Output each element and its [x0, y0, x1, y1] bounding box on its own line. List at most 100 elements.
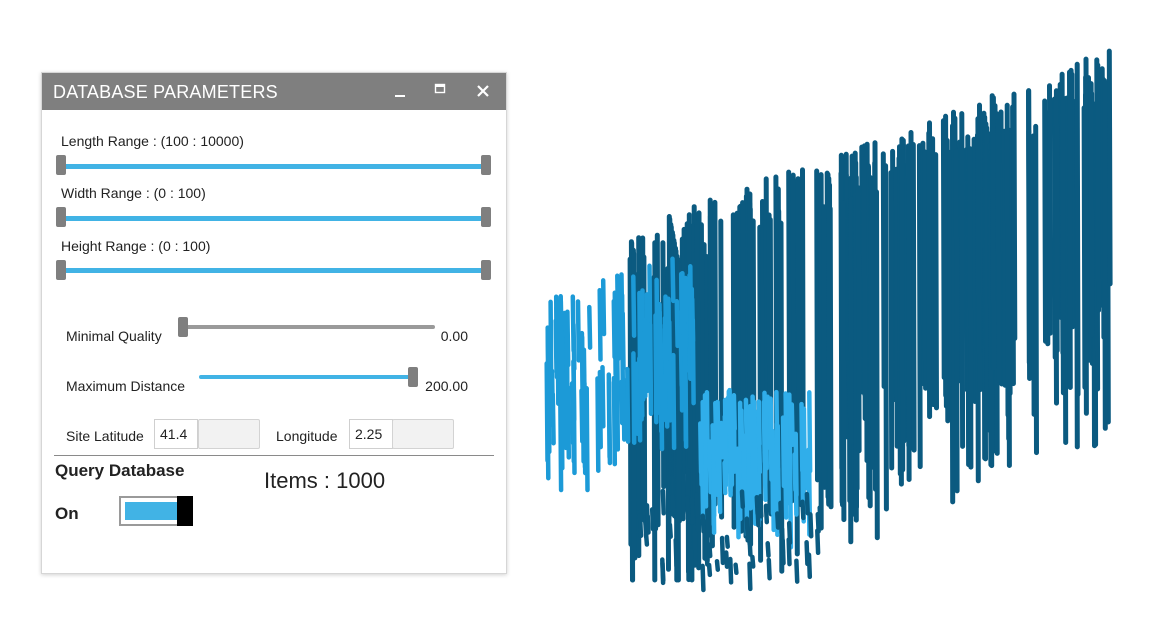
data-bar [990, 97, 997, 371]
data-bar [780, 415, 787, 489]
data-bar [674, 298, 680, 349]
length-range-track[interactable] [62, 164, 486, 169]
data-bar [595, 376, 601, 473]
data-bar [700, 563, 706, 593]
data-bar [706, 562, 713, 578]
data-bar [861, 156, 868, 398]
data-bar [663, 294, 669, 384]
data-bar [783, 391, 789, 444]
database-parameters-window: DATABASE PARAMETERS Length Range : (100 … [41, 72, 507, 574]
query-database-toggle[interactable] [119, 496, 193, 526]
data-bar [1044, 110, 1051, 347]
close-icon[interactable] [471, 79, 495, 103]
data-bar [747, 466, 753, 511]
width-range-track[interactable] [62, 216, 486, 221]
data-bar [843, 172, 850, 440]
3d-bar-visualization[interactable] [520, 20, 1160, 620]
data-bar [688, 264, 694, 349]
data-bar [905, 143, 912, 482]
data-bar [780, 538, 786, 566]
data-bar [953, 148, 960, 494]
data-bar [571, 359, 577, 422]
data-bar [922, 149, 929, 391]
data-bar [770, 451, 776, 533]
title-bar[interactable]: DATABASE PARAMETERS [42, 73, 506, 110]
minimize-icon[interactable] [388, 79, 412, 103]
data-bar [682, 329, 689, 443]
data-bar [565, 309, 571, 368]
minimal-quality-thumb[interactable] [178, 317, 188, 337]
height-range-track[interactable] [62, 268, 486, 273]
data-bar [575, 299, 582, 363]
data-bar [975, 116, 982, 355]
data-bar [807, 390, 813, 474]
data-bar [752, 441, 758, 492]
data-bar [855, 185, 862, 454]
minimal-quality-value: 0.00 [440, 328, 468, 344]
data-bar [853, 160, 859, 510]
data-bar [660, 561, 666, 583]
data-bar [959, 111, 966, 449]
data-bar [565, 384, 572, 460]
data-bar [694, 220, 701, 533]
data-bar [801, 406, 807, 489]
data-bar [642, 317, 648, 399]
length-range-max-thumb[interactable] [481, 155, 491, 175]
height-range-label: Height Range : (0 : 100) [61, 238, 211, 254]
data-bar [597, 369, 603, 450]
data-bar [546, 387, 552, 455]
data-bar [826, 176, 833, 506]
data-bar [893, 166, 900, 449]
longitude-label: Longitude [276, 428, 338, 444]
data-bar [657, 322, 664, 377]
data-bar [715, 436, 721, 473]
data-bar [1106, 48, 1113, 287]
data-bar [731, 425, 738, 474]
data-bar [808, 512, 814, 539]
data-bar [584, 386, 590, 493]
data-bar [643, 532, 650, 547]
data-bar [733, 562, 739, 576]
longitude-input[interactable] [349, 419, 393, 449]
data-bar [793, 431, 799, 498]
data-bar [1064, 95, 1071, 361]
site-latitude-extra-input[interactable] [198, 419, 260, 449]
separator [54, 455, 494, 456]
data-bar [1033, 123, 1039, 456]
data-bar [1088, 81, 1095, 338]
longitude-extra-input[interactable] [392, 419, 454, 449]
data-bar [631, 351, 637, 445]
data-bar [704, 546, 710, 567]
data-bar [670, 256, 676, 304]
query-database-label: Query Database [55, 461, 185, 480]
site-latitude-input[interactable] [154, 419, 198, 449]
data-bar [724, 534, 730, 549]
data-bar [840, 200, 847, 523]
minimal-quality-track[interactable] [182, 325, 435, 329]
data-bar [615, 283, 621, 361]
data-bar [774, 433, 780, 505]
data-bar [707, 439, 713, 495]
data-bar [821, 204, 827, 490]
height-range-max-thumb[interactable] [481, 260, 491, 280]
data-bar [804, 491, 810, 516]
width-range-max-thumb[interactable] [481, 207, 491, 227]
data-bar [947, 149, 953, 387]
data-bar [579, 330, 585, 397]
data-bar [555, 299, 561, 406]
data-bar [1053, 88, 1060, 353]
maximize-icon[interactable] [428, 79, 452, 103]
data-bar [686, 523, 692, 549]
data-bar [638, 330, 644, 422]
width-range-min-thumb[interactable] [56, 207, 66, 227]
query-state-label: On [55, 504, 79, 523]
length-range-min-thumb[interactable] [56, 155, 66, 175]
maximum-distance-track[interactable] [199, 375, 415, 379]
data-bar [786, 520, 793, 545]
data-bar [741, 450, 747, 501]
data-bar [670, 494, 676, 513]
maximum-distance-value: 200.00 [425, 378, 468, 394]
maximum-distance-thumb[interactable] [408, 367, 418, 387]
height-range-min-thumb[interactable] [56, 260, 66, 280]
data-bar [815, 528, 821, 556]
